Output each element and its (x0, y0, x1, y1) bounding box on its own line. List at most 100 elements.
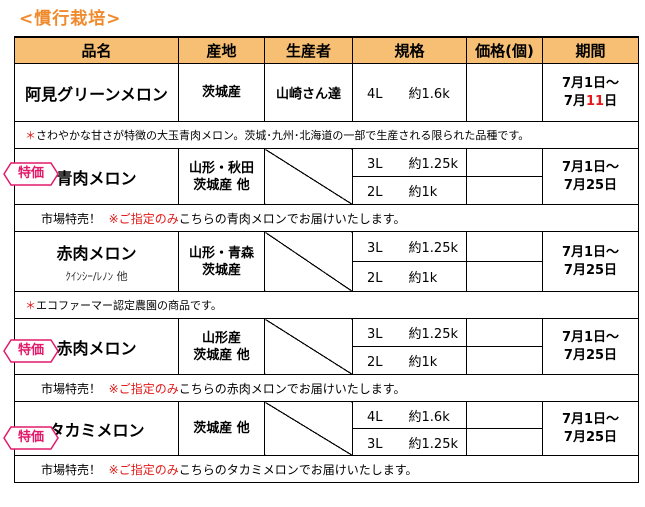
spec-weight: 約1k (408, 355, 438, 370)
grower-empty (264, 148, 353, 205)
product-period: 7月1日～ 7月25日 (542, 231, 639, 292)
period-start: 7月1日～ (561, 244, 620, 260)
sale-badge-label: 特価 (17, 430, 44, 445)
table-row: 赤肉メロン ｸｲﾝｼｰ/ﾚﾉﾝ 他 山形・青森 茨城産 3L 約1.25k 7月1日～… (14, 231, 639, 292)
header-price: 価格(個) (466, 36, 543, 64)
product-varieties: ｸｲﾝｼｰ/ﾚﾉﾝ 他 (65, 269, 128, 283)
product-note: ＊さわやかな甘さが特徴の大玉青肉メロン。茨城･九州･北海道の一部で生産される限ら… (14, 121, 639, 149)
product-spec: 3L 約1.25k (352, 318, 467, 347)
product-price (466, 261, 543, 292)
product-spec: 3L 約1.25k (352, 148, 467, 177)
spec-size: 3L (367, 327, 383, 342)
period-end: 7月25日 (563, 262, 618, 278)
sale-badge-label: 特価 (17, 166, 44, 181)
product-spec: 2L 約1k (352, 176, 467, 205)
product-price (466, 148, 543, 177)
note-text: さわやかな甘さが特徴の大玉青肉メロン。茨城･九州･北海道の一部で生産される限られ… (36, 129, 530, 142)
period-start: 7月1日～ (561, 329, 620, 345)
table-row: 2L 約1k (15, 261, 639, 292)
table-row: 赤肉メロン 山形産 茨城産 他 3L 約1.25k 7月1日～ 7月25日 (14, 318, 639, 375)
note-red: ※ご指定のみ (108, 462, 179, 477)
period-end: 7月25日 (563, 347, 618, 363)
product-note: 市場特売！ ※ご指定のみこちらの赤肉メロンでお届けいたします。 (14, 374, 639, 402)
note-lead: 市場特売！ (41, 462, 102, 477)
origin-line: 茨城産 (201, 262, 241, 278)
table-header-row: 品名 産地 生産者 規格 価格(個) 期間 (14, 36, 639, 64)
product-grower: 山崎さん達 (264, 63, 353, 122)
grower-empty (264, 231, 353, 292)
note-rest: こちらの青肉メロンでお届けいたします。 (178, 211, 406, 226)
spec-size: 3L (367, 436, 383, 452)
origin-line: 茨城産 他 (193, 177, 250, 193)
header-name: 品名 (14, 36, 179, 64)
product-period: 7月1日～ 7月25日 (542, 401, 639, 456)
spec-size: 3L (367, 241, 383, 256)
spec-weight: 約1.25k (408, 327, 458, 342)
grower-empty (264, 401, 353, 456)
product-table: 品名 産地 生産者 規格 価格(個) 期間 阿見グリーンメロン 茨城産 山崎さん… (14, 36, 639, 483)
table-row: 3L 約1.25k (15, 428, 639, 456)
origin-line: 茨城産 他 (193, 347, 250, 363)
spec-weight: 約1.6k (408, 87, 450, 102)
grower-empty (264, 318, 353, 375)
note-text: エコファーマー認定農園の商品です。 (36, 299, 222, 312)
product-price (466, 318, 543, 347)
period-start: 7月1日～ (561, 411, 620, 427)
note-red: ※ご指定のみ (108, 381, 179, 396)
spec-weight: 約1.6k (408, 409, 450, 425)
period-end: 7月25日 (563, 177, 618, 193)
spec-size: 2L (367, 355, 383, 370)
period-end-prefix: 7月 (563, 93, 586, 109)
note-row: 市場特売！ ※ご指定のみこちらの青肉メロンでお届けいたします。 (14, 204, 639, 232)
header-spec: 規格 (352, 36, 467, 64)
header-grower: 生産者 (264, 36, 353, 64)
product-note: 市場特売！ ※ご指定のみこちらの青肉メロンでお届けいたします。 (14, 204, 639, 232)
product-price (466, 346, 543, 375)
spec-size: 3L (367, 157, 383, 172)
table-row: 2L 約1k (15, 176, 639, 205)
table-row: 青肉メロン 山形・秋田 茨城産 他 3L 約1.25k 7月1日～ 7月25日 (14, 148, 639, 205)
table-row: 阿見グリーンメロン 茨城産 山崎さん達 4L 約1.6k 7月1日～ 7月11日 (14, 63, 639, 122)
spec-weight: 約1k (408, 185, 438, 200)
product-name: 阿見グリーンメロン (14, 63, 179, 122)
note-rest: こちらのタカミメロンでお届けいたします。 (178, 462, 418, 477)
product-price (466, 428, 543, 456)
table-row: 2L 約1k (15, 346, 639, 375)
origin-line: 山形産 (201, 330, 241, 346)
note-row: 市場特売！ ※ご指定のみこちらの赤肉メロンでお届けいたします。 (14, 374, 639, 402)
product-origin: 茨城産 他 (178, 401, 265, 456)
spec-weight: 約1k (408, 271, 438, 286)
period-end: 7月25日 (563, 429, 618, 445)
section-title: <慣行栽培> (19, 9, 122, 29)
note-mark: ＊ (25, 299, 36, 312)
product-price (466, 401, 543, 429)
product-origin: 山形・秋田 茨城産 他 (178, 148, 265, 205)
sale-badge-shape (3, 339, 59, 363)
product-origin: 山形産 茨城産 他 (178, 318, 265, 375)
period-end-suffix: 日 (604, 93, 618, 109)
product-price (466, 176, 543, 205)
table-row: タカミメロン 茨城産 他 4L 約1.6k 7月1日～ 7月25日 (14, 401, 639, 456)
sale-badge: 特価 (0, 159, 62, 189)
product-name: タカミメロン (14, 401, 179, 456)
period-end-day: 11 (585, 93, 605, 109)
note-red: ※ご指定のみ (108, 211, 179, 226)
spec-size: 2L (367, 271, 383, 286)
period-start: 7月1日～ (561, 75, 620, 91)
sale-badge: 特価 (0, 423, 62, 453)
note-lead: 市場特売！ (41, 211, 102, 226)
product-note: 市場特売！ ※ご指定のみこちらのタカミメロンでお届けいたします。 (14, 455, 639, 483)
note-rest: こちらの赤肉メロンでお届けいたします。 (178, 381, 406, 396)
origin-line: 山形・秋田 (188, 160, 254, 176)
product-spec: 2L 約1k (352, 346, 467, 375)
spec-size: 4L (367, 87, 383, 102)
product-name: 赤肉メロン ｸｲﾝｼｰ/ﾚﾉﾝ 他 (14, 231, 179, 292)
spec-size: 2L (367, 185, 383, 200)
product-spec: 4L 約1.6k (352, 401, 467, 429)
spec-weight: 約1.25k (408, 241, 458, 256)
header-period: 期間 (542, 36, 639, 64)
period-start: 7月1日～ (561, 159, 620, 175)
product-origin: 山形・青森 茨城産 (178, 231, 265, 292)
product-price (466, 231, 543, 262)
product-spec: 3L 約1.25k (352, 231, 467, 262)
